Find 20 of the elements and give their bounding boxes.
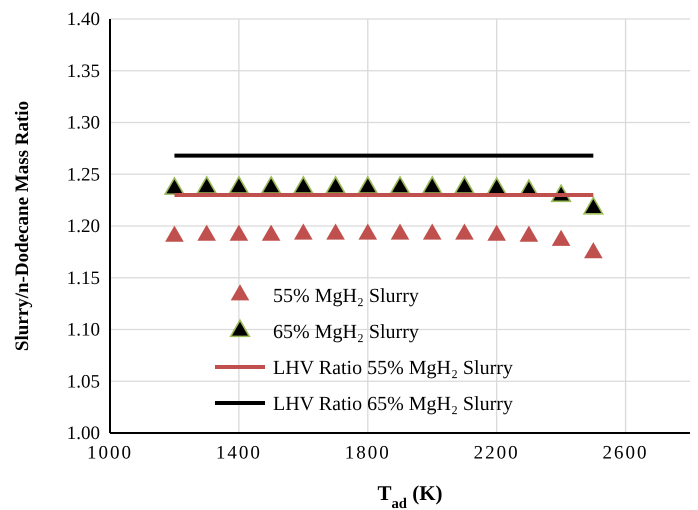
x-axis-title: T$_{ad}$ (K) [377,481,443,510]
y-tick-label: 1.10 [66,320,100,341]
x-tick-label: 1400 [216,442,262,464]
legend-label: LHV Ratio 65% MgH₂ Slurry [273,393,513,415]
y-tick-label: 1.35 [66,60,100,82]
y-tick-label: 1.15 [66,268,100,289]
y-tick-label: 1.00 [66,423,100,444]
y-tick-label: 1.40 [66,9,100,30]
y-axis-title: Slurry/n-Dodecane Mass Ratio [12,100,33,352]
x-tick-label: 2200 [474,442,520,464]
legend-label: LHV Ratio 55% MgH₂ Slurry [273,357,513,379]
x-tick-label: 2600 [602,442,649,464]
y-tick-label: 1.20 [66,216,100,238]
legend-label: 65% MgH₂ Slurry [273,321,419,343]
x-tick-label: 1800 [344,442,391,464]
y-tick-label: 1.05 [66,371,100,392]
x-tick-label: 1000 [87,442,133,464]
legend-label: 55% MgH₂ Slurry [273,285,419,307]
y-tick-label: 1.25 [66,164,100,186]
y-tick-label: 1.30 [66,112,100,134]
